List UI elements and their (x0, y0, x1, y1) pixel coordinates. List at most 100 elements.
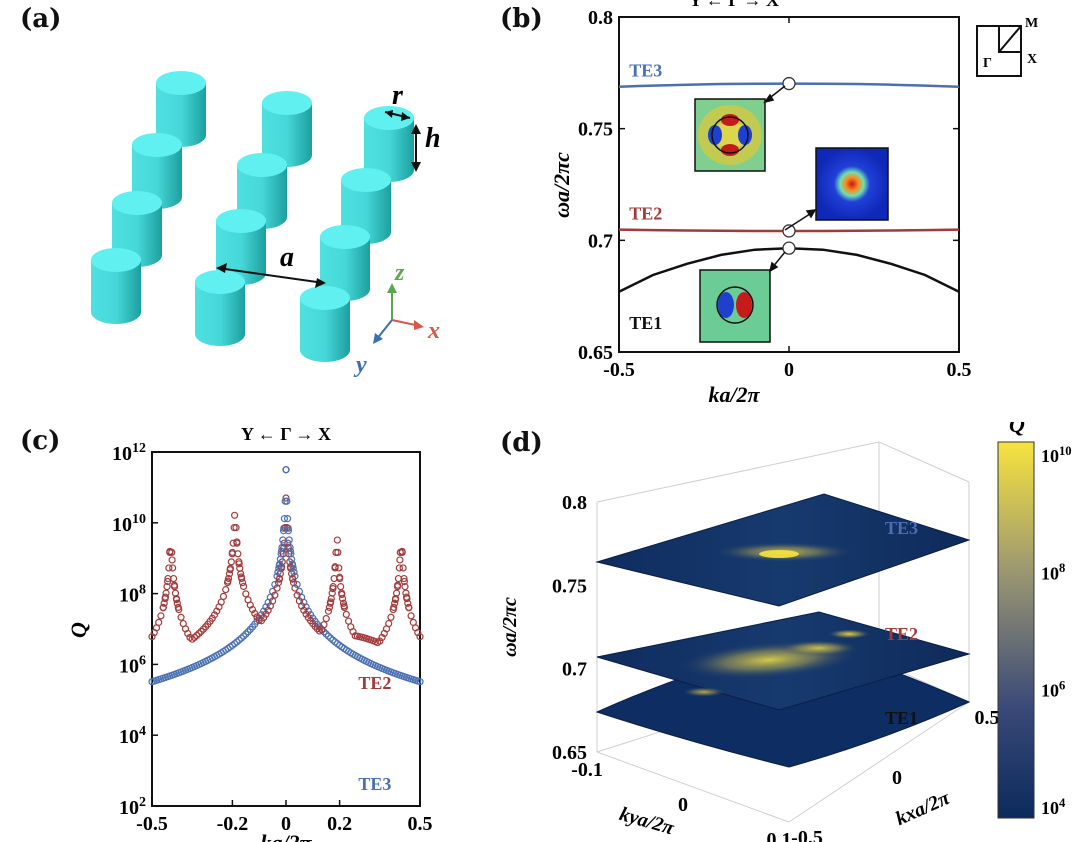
surface-kx-tick-label: -0.5 (791, 827, 823, 842)
te3-point (320, 628, 328, 636)
q-x-tick-label: 0.2 (327, 813, 352, 835)
profile-pointers (763, 85, 817, 273)
panel-a-label: (a) (20, 4, 62, 34)
te3-point (284, 527, 293, 535)
cylinder (300, 286, 350, 362)
te2-point (237, 570, 245, 578)
te2-point (387, 613, 395, 621)
te2-point (274, 579, 283, 587)
cylinder-top (364, 106, 414, 130)
cylinder-array (91, 71, 414, 362)
q-x-tick-label: -0.2 (217, 813, 249, 835)
te2-point (395, 564, 403, 572)
te2-point (324, 607, 333, 615)
cylinder-top (112, 191, 162, 215)
te3-point (295, 587, 303, 595)
te2-point (340, 603, 349, 612)
q-y-axis-label: Q (66, 622, 91, 638)
te3-point (280, 515, 288, 523)
band-y-tick-label: 0.7 (588, 230, 613, 252)
te2-point (269, 597, 277, 605)
te2-point (234, 550, 242, 558)
bz-x-label: X (1027, 52, 1037, 67)
te2-point (400, 577, 408, 586)
te3-point (269, 587, 277, 595)
te3-field-profile (694, 98, 766, 172)
te2-point (155, 618, 163, 626)
cylinder-body (156, 83, 206, 147)
cylinder (156, 71, 206, 147)
te3-point (416, 678, 424, 686)
band-y-tick-label: 0.8 (588, 7, 613, 29)
band-y-tick-label: 0.65 (578, 342, 613, 364)
te2-surface (596, 611, 971, 711)
te2-point (313, 625, 321, 633)
te2-point (293, 591, 301, 599)
te2-point (405, 603, 413, 612)
colorbar-tick-label: 108 (1041, 561, 1065, 583)
te3-point (237, 634, 245, 642)
colorbar-tick-label: 106 (1041, 678, 1065, 700)
te2-point (157, 612, 165, 620)
te2-point (164, 577, 172, 586)
te2-point (337, 583, 345, 591)
cylinder-top (262, 91, 312, 115)
te2-point (172, 594, 180, 603)
colorbar-tick-label: 1010 (1041, 444, 1072, 466)
y-axis-label: y (353, 352, 367, 378)
te2-point (284, 539, 292, 547)
band-x-tick-label: 0 (784, 359, 794, 381)
te3-point (288, 560, 297, 568)
band-plot-frame (618, 16, 960, 353)
cylinder (262, 91, 312, 167)
te2-point (225, 570, 234, 578)
cylinder-body (364, 118, 414, 182)
height-annotation: h (411, 123, 441, 172)
te2-point (333, 536, 341, 544)
te2-point (342, 610, 350, 618)
te2-point (251, 609, 259, 618)
te2-point (163, 583, 171, 591)
band-x-axis-label: ka/2π (708, 382, 760, 407)
te2-point (338, 594, 347, 603)
panel-b-label: (b) (500, 4, 543, 34)
radius-label: r (392, 80, 404, 111)
radius-annotation: r (384, 80, 411, 121)
z-axis-label: z (394, 260, 405, 286)
cylinder-top (216, 209, 266, 233)
bz-gamma-label: Γ (983, 56, 992, 71)
te2-point (169, 564, 177, 572)
te2-point (160, 599, 168, 607)
cylinder (364, 106, 414, 182)
te2-point (195, 629, 203, 638)
te2-point (393, 583, 402, 591)
te2-point (404, 599, 412, 607)
te2-point (248, 605, 257, 614)
te2-point (280, 539, 288, 547)
q-y-tick-label: 106 (119, 653, 146, 677)
te2-point (235, 558, 243, 566)
band-chart-title: Y ← Γ → X (689, 0, 779, 10)
surface-z-axis-label: ωa/2πc (499, 597, 521, 657)
te3-point (275, 560, 284, 568)
band-gamma-marker (782, 224, 796, 238)
surface-kx-tick-label: 0 (892, 767, 902, 789)
surface-y-axis-label: kya/2π (617, 803, 677, 840)
te2-point (398, 548, 406, 557)
cylinder (91, 248, 141, 324)
q-y-tick-label: 1012 (112, 441, 146, 465)
cylinder-body (91, 260, 141, 324)
band-label-te3: TE3 (629, 61, 662, 81)
te2-point (400, 574, 408, 583)
q-x-axis-label: ka/2π (260, 830, 312, 842)
te3-point (275, 564, 283, 572)
q-label-te3: TE3 (358, 774, 391, 794)
te3-point (327, 634, 335, 642)
q-y-tick-label: 102 (119, 795, 146, 819)
te3-point (293, 580, 301, 589)
q-factor-chart: -0.5 -0.2 0 0.2 0.5 102 104 106 108 1010 1012 TE2 TE… (66, 424, 433, 842)
te2-point (326, 599, 334, 607)
te2-point (339, 599, 348, 607)
cylinder-top (237, 153, 287, 177)
te2-point (170, 583, 179, 591)
